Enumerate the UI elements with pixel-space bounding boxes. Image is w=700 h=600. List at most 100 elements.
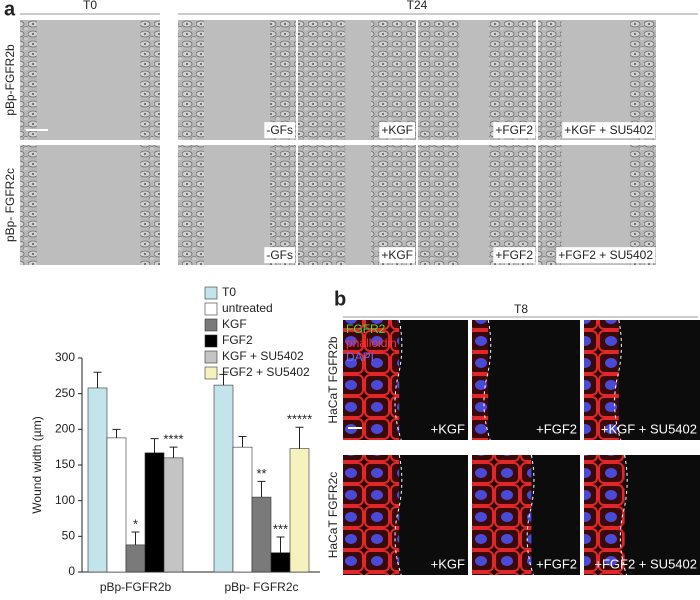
cell-sheet (538, 145, 562, 265)
tile-label: +KGF + SU5402 (564, 123, 653, 137)
legend-label: FGF2 + SU5402 (222, 365, 310, 379)
cell-sheet (178, 145, 204, 265)
cell-sheet (371, 20, 416, 140)
tile-label: +KGF + SU5402 (601, 421, 697, 436)
row-label: pBp-FGFR2b (3, 44, 17, 116)
panel-label: b (334, 288, 346, 310)
error-bar (238, 435, 247, 448)
tile-label: +FGF2 + SU5402 (558, 248, 653, 262)
error-bar (219, 373, 228, 386)
legend-label: T0 (222, 285, 236, 299)
wound-edge (483, 319, 492, 441)
significance: * (133, 516, 138, 531)
legend-label: FGF2 (222, 333, 253, 347)
tile-label: +FGF2 + SU5402 (594, 556, 697, 571)
time-label: T24 (407, 0, 428, 12)
label-bg (493, 122, 536, 139)
error-bar (112, 428, 121, 438)
cell-sheet (418, 20, 460, 140)
y-axis-label: Wound width (µm) (30, 416, 44, 513)
cell-sheet (298, 20, 346, 140)
label-bg (556, 247, 656, 264)
tile-label: +KGF (431, 556, 465, 571)
wound-edge (394, 319, 403, 441)
cell-sheet (472, 455, 532, 575)
wound-edge (526, 454, 535, 576)
label-bg (379, 122, 415, 139)
label-bg (379, 247, 415, 264)
cell-sheet (140, 20, 160, 140)
cell-sheet (298, 145, 346, 265)
tile-label: +FGF2 (495, 248, 533, 262)
cell-sheet (371, 145, 416, 265)
bar (106, 437, 127, 573)
tile-label: -GFs (266, 248, 293, 262)
legend-label: KGF (222, 317, 247, 331)
wound-edge (614, 319, 622, 441)
error-bar (169, 446, 178, 458)
tile-label: +KGF (381, 248, 413, 262)
y-tick-label: 300 (55, 350, 75, 364)
x-tick-label: pBp- FGFR2c (224, 580, 298, 594)
time-label: T8 (514, 302, 528, 316)
y-tick-label: 50 (62, 529, 76, 543)
legend-swatch (204, 318, 218, 332)
cell-sheet (584, 320, 619, 440)
legend-label: untreated (222, 301, 273, 315)
cell-sheet (140, 145, 160, 265)
y-tick-label: 0 (68, 564, 75, 578)
bar (163, 457, 184, 573)
tile-label: +FGF2 (536, 556, 577, 571)
legend-swatch (204, 366, 218, 380)
y-tick-label: 150 (55, 457, 75, 471)
cell-sheet (20, 145, 37, 265)
bar (213, 384, 234, 573)
cell-sheet (343, 320, 400, 440)
tile-label: +KGF (431, 421, 465, 436)
micrograph (20, 20, 160, 140)
bar (270, 552, 291, 573)
micrograph (20, 145, 160, 265)
time-label: T0 (83, 0, 97, 12)
y-tick-label: 200 (55, 422, 75, 436)
wound-edge (619, 454, 628, 576)
bar (87, 387, 108, 573)
panel-label: a (4, 0, 16, 20)
cell-sheet (488, 145, 536, 265)
fluorescence-image (472, 320, 580, 440)
y-tick-label: 100 (55, 493, 75, 507)
stain-label: DAPI (346, 350, 374, 364)
legend-swatch (204, 302, 218, 316)
cell-sheet (270, 20, 296, 140)
significance: *** (273, 521, 288, 536)
bar (144, 452, 165, 573)
error-bar (276, 536, 285, 553)
cell-sheet (20, 20, 37, 140)
cell-sheet (270, 145, 296, 265)
significance: **** (163, 432, 183, 447)
legend-label: KGF + SU5402 (222, 349, 304, 363)
wound-edge (394, 454, 403, 576)
significance: ***** (287, 412, 312, 427)
tile-label: -GFs (266, 123, 293, 137)
cell-sheet (343, 455, 400, 575)
cell-sheet (488, 20, 536, 140)
label-bg (562, 122, 656, 139)
label-bg (264, 122, 295, 139)
cell-sheet (538, 20, 562, 140)
row-label: pBp- FGFR2c (3, 168, 17, 242)
error-bar (295, 426, 304, 449)
cell-sheet (630, 145, 656, 265)
row-label: HaCaT FGFR2c (326, 472, 340, 558)
tile-label: +FGF2 (495, 123, 533, 137)
tile-label: +FGF2 (536, 421, 577, 436)
error-bar (257, 480, 266, 498)
error-bar (131, 531, 140, 545)
stain-label: phalloidin (346, 336, 397, 350)
cell-sheet (178, 20, 204, 140)
significance: ** (256, 466, 266, 481)
cell-sheet (630, 20, 656, 140)
x-tick-label: pBp-FGFR2b (100, 580, 172, 594)
legend-swatch (204, 350, 218, 364)
